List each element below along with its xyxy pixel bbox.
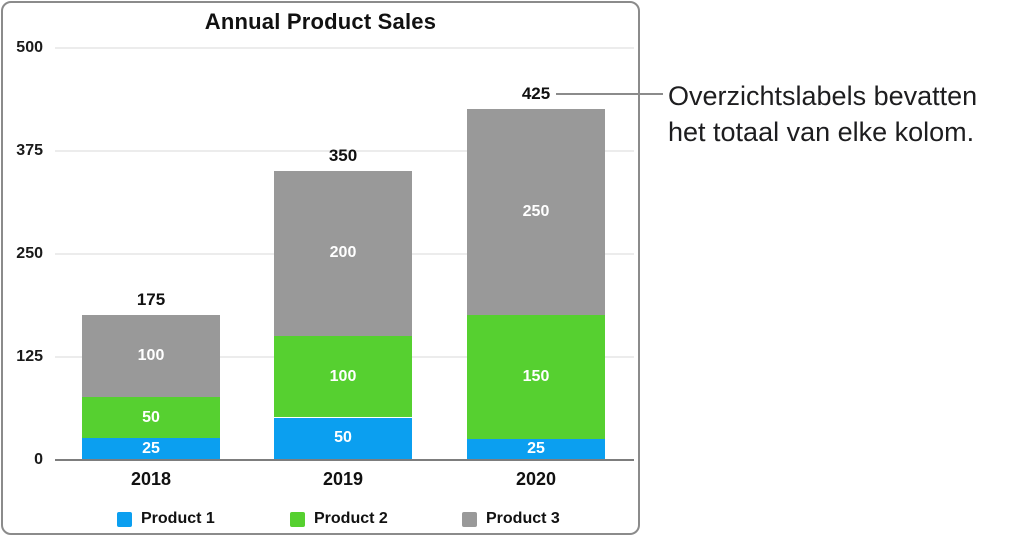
- chart-card: Annual Product Sales 0 125 250 375 500 25 50 10…: [1, 1, 640, 535]
- bar-segment: [82, 397, 220, 438]
- bar-total-label: 425: [521, 84, 551, 103]
- annotation-text: Overzichtslabels bevatten het totaal van…: [668, 78, 977, 150]
- bar-segment: [467, 109, 605, 315]
- bar-segment: [274, 171, 412, 336]
- bar-segment-label: 50: [142, 409, 160, 426]
- bar-segment-label: 100: [329, 368, 357, 385]
- bar-total-label: 175: [136, 290, 166, 309]
- legend-label: Product 3: [486, 510, 560, 527]
- bar-segment-label: 25: [527, 440, 545, 457]
- legend-swatch: [290, 511, 305, 527]
- bar-segment: [274, 335, 412, 417]
- legend-item: Product 3: [462, 511, 560, 527]
- bar-segment-label: 100: [137, 347, 165, 364]
- y-axis-tick-label: 125: [16, 348, 43, 365]
- plot-area: 0 125 250 375 500 25 50 100 175 2018 50 100 200 350 20…: [3, 3, 638, 533]
- y-axis-tick-label: 375: [16, 142, 43, 159]
- bar-segment: [82, 438, 220, 459]
- legend-label: Product 1: [141, 510, 215, 527]
- bar-total-label: 350: [328, 146, 358, 165]
- callout-line: [556, 93, 663, 95]
- bar-segment-label: 50: [334, 429, 352, 446]
- gridline: [55, 47, 634, 49]
- bar-segment: [467, 315, 605, 439]
- x-axis-line: [55, 459, 634, 461]
- bar-segment-label: 200: [329, 244, 357, 261]
- bar-segment-label: 250: [522, 203, 550, 220]
- legend-label: Product 2: [314, 510, 388, 527]
- chart-title: Annual Product Sales: [204, 9, 437, 34]
- legend-swatch: [462, 511, 477, 527]
- x-axis-category-label: 2020: [515, 469, 557, 489]
- legend-item: Product 1: [117, 511, 215, 527]
- gridline: [55, 150, 634, 152]
- annotation-line-1: Overzichtslabels bevatten: [668, 81, 978, 111]
- x-axis-category-label: 2019: [322, 469, 364, 489]
- bar-segment: [467, 438, 605, 459]
- annotation-line-2: het totaal van elke kolom.: [668, 117, 975, 147]
- bar-segment-label: 150: [522, 368, 550, 385]
- legend-item: Product 2: [290, 511, 388, 527]
- bar-segment-label: 25: [142, 440, 160, 457]
- y-axis-tick-label: 0: [34, 451, 43, 468]
- bar-segment: [82, 315, 220, 397]
- y-axis-tick-label: 250: [16, 245, 43, 262]
- bar-segment: [274, 418, 412, 459]
- legend-swatch: [117, 511, 132, 527]
- x-axis-category-label: 2018: [130, 469, 172, 489]
- y-axis-tick-label: 500: [16, 39, 43, 56]
